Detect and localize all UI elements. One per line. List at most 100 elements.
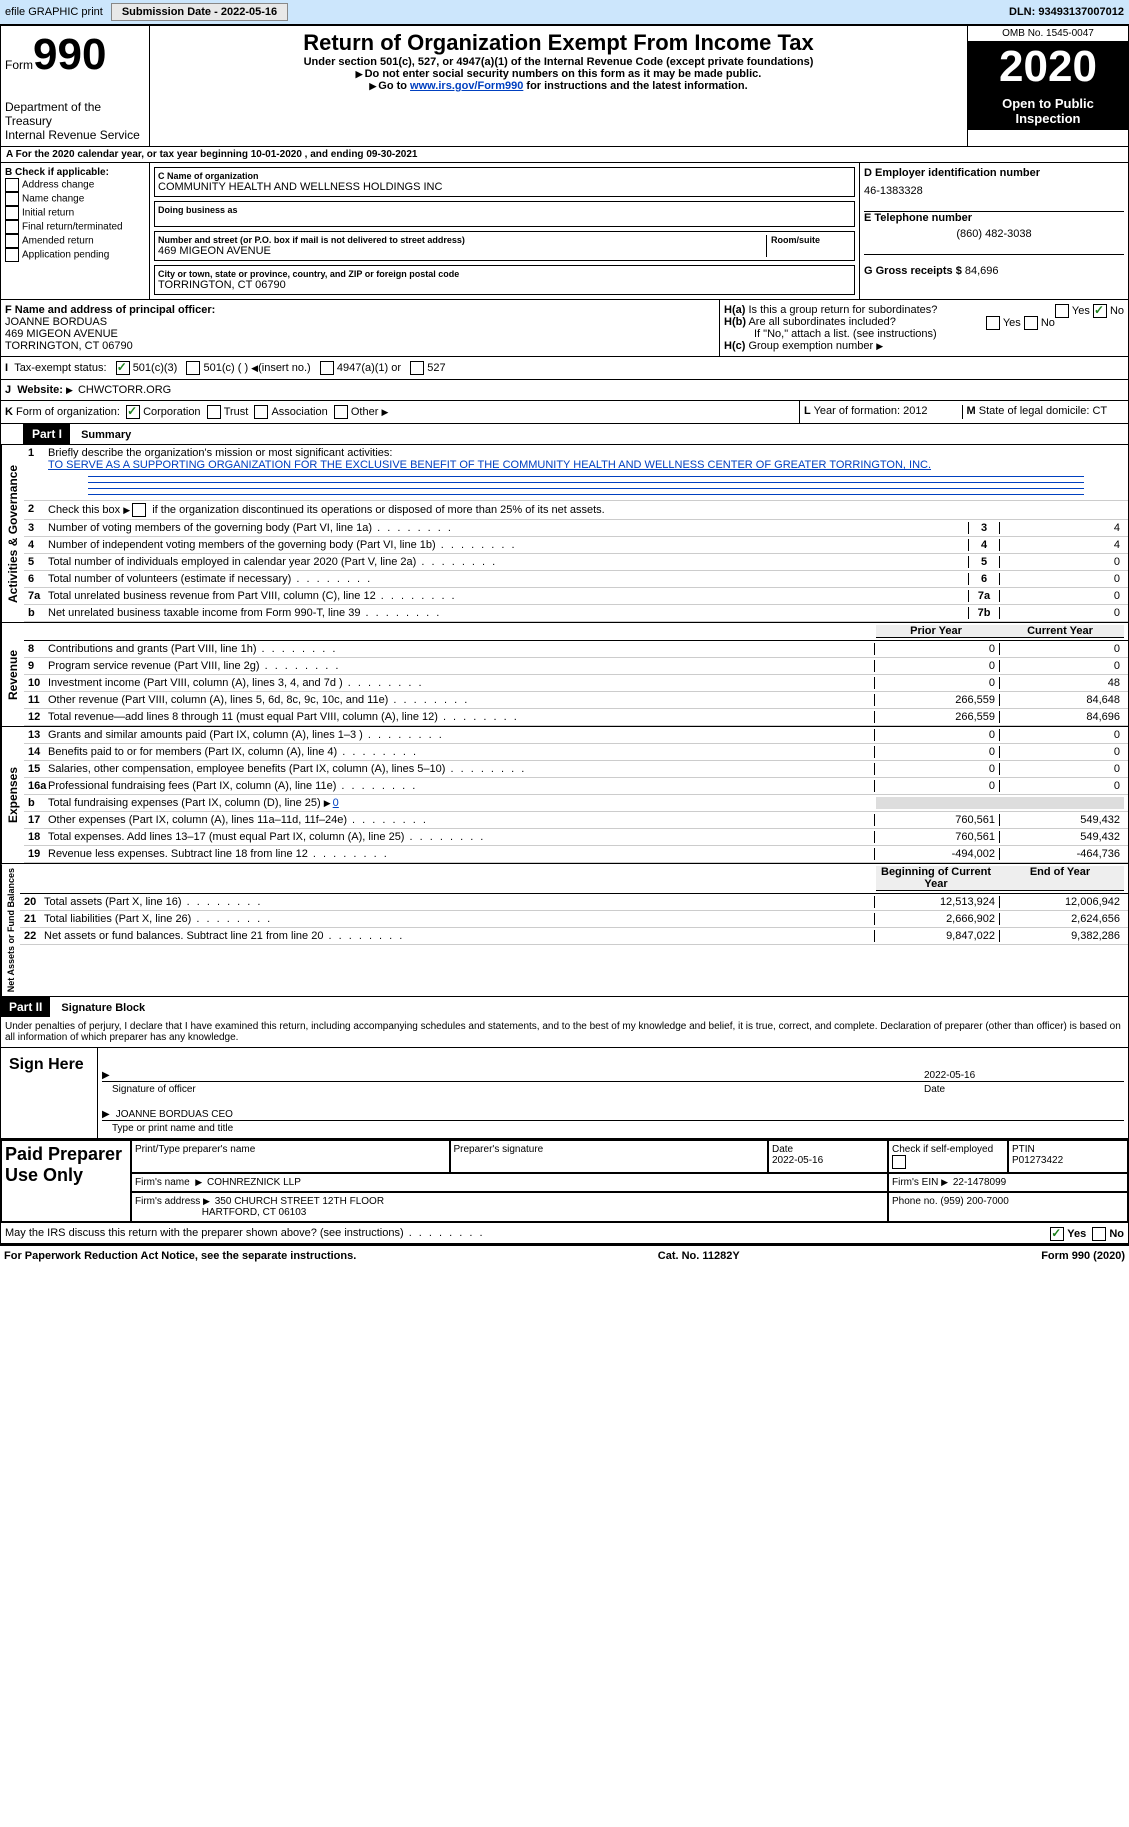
officer-label: F Name and address of principal officer: [5,304,215,316]
city-label: City or town, state or province, country… [158,269,851,279]
officer-city: TORRINGTON, CT 06790 [5,340,133,352]
form-number: 990 [33,30,106,79]
firm-phone-label: Phone no. [892,1196,938,1207]
part2-header: Part II Signature Block [0,997,1129,1017]
part1-ag: Activities & Governance 1Briefly describ… [0,445,1129,623]
cb-hb-yes[interactable] [986,316,1000,330]
cb-discuss-yes[interactable] [1050,1227,1064,1241]
room-label: Room/suite [771,235,851,245]
officer-name: JOANNE BORDUAS [5,316,107,328]
firm-ein-value: 22-1478099 [953,1177,1006,1188]
sig-officer-label: Signature of officer [102,1084,924,1095]
l-label: Year of formation: [814,405,903,417]
firm-name-value: COHNREZNICK LLP [207,1177,301,1188]
cb-501c[interactable] [186,361,200,375]
cb-other[interactable] [334,405,348,419]
sig-date: 2022-05-16 [924,1070,1124,1081]
col-current-year: Current Year [1000,625,1124,638]
pra-notice: For Paperwork Reduction Act Notice, see … [4,1250,356,1262]
ein-value: 46-1383328 [864,185,1124,197]
irs-link[interactable]: www.irs.gov/Form990 [410,80,523,92]
section-f-h: F Name and address of principal officer:… [0,300,1129,357]
domicile-state: CT [1092,405,1107,417]
tax-year: 2020 [968,42,1128,92]
top-bar: efile GRAPHIC print Submission Date - 20… [0,0,1129,25]
firm-addr-label: Firm's address [135,1196,200,1207]
row-i: I Tax-exempt status: 501(c)(3) 501(c) ( … [0,357,1129,380]
self-employed-label: Check if self-employed [892,1144,993,1155]
org-name: COMMUNITY HEALTH AND WELLNESS HOLDINGS I… [158,181,851,193]
cb-name-change[interactable] [5,192,19,206]
cb-self-employed[interactable] [892,1155,906,1169]
part2-title: Signature Block [53,1002,145,1014]
cat-no: Cat. No. 11282Y [658,1250,740,1262]
section-d-e-g: D Employer identification number 46-1383… [859,163,1128,299]
cb-527[interactable] [410,361,424,375]
part1-rev: Revenue Prior YearCurrent Year 8Contribu… [0,623,1129,727]
section-h: H(a) Is this a group return for subordin… [720,300,1128,356]
k-label: Form of organization: [16,406,120,418]
cb-trust[interactable] [207,405,221,419]
formation-year: 2012 [903,405,927,417]
cb-ha-yes[interactable] [1055,304,1069,318]
part1-exp: Expenses 13Grants and similar amounts pa… [0,727,1129,864]
ha-text: Is this a group return for subordinates? [748,304,937,316]
section-b-d: B Check if applicable: Address change Na… [0,163,1129,300]
open-inspection: Open to Public Inspection [968,92,1128,130]
city-state-zip: TORRINGTON, CT 06790 [158,279,851,291]
preparer-sig-label: Preparer's signature [450,1140,769,1173]
cb-corp[interactable] [126,405,140,419]
firm-addr-value2: HARTFORD, CT 06103 [202,1207,307,1218]
cb-initial-return[interactable] [5,206,19,220]
cb-pending[interactable] [5,248,19,262]
cb-ha-no[interactable] [1093,304,1107,318]
c-label: C Name of organization [158,171,851,181]
cb-line2[interactable] [132,503,146,517]
officer-addr: 469 MIGEON AVENUE [5,328,118,340]
cb-final-return[interactable] [5,220,19,234]
addr-label: Number and street (or P.O. box if mail i… [158,235,766,245]
part1-badge: Part I [24,424,70,444]
col-prior-year: Prior Year [876,625,1000,638]
part1-header: Part I Summary [0,424,1129,445]
form-page: Form 990 (2020) [1041,1250,1125,1262]
subtitle-1: Under section 501(c), 527, or 4947(a)(1)… [154,56,963,68]
form-title: Return of Organization Exempt From Incom… [154,30,963,56]
row-k-l-m: K Form of organization: Corporation Trus… [0,401,1129,424]
website-label: Website: [17,384,63,396]
part1-na: Net Assets or Fund Balances Beginning of… [0,864,1129,997]
street-address: 469 MIGEON AVENUE [158,245,766,257]
firm-phone-value: (959) 200-7000 [940,1196,1008,1207]
gross-value: 84,696 [965,265,999,277]
ein-label: D Employer identification number [864,167,1040,179]
ptin-label: PTIN [1012,1144,1035,1155]
b-header: B Check if applicable: [5,167,109,178]
mission-text[interactable]: TO SERVE AS A SUPPORTING ORGANIZATION FO… [48,459,931,471]
discuss-label: May the IRS discuss this return with the… [5,1227,485,1239]
vtab-governance: Activities & Governance [1,445,24,622]
prep-date-value: 2022-05-16 [772,1155,823,1166]
discuss-row: May the IRS discuss this return with the… [0,1223,1129,1244]
line1-label: Briefly describe the organization's miss… [48,447,392,459]
cb-assoc[interactable] [254,405,268,419]
h-ifno: If "No," attach a list. (see instruction… [724,328,1124,340]
cb-discuss-no[interactable] [1092,1227,1106,1241]
preparer-name-label: Print/Type preparer's name [131,1140,450,1173]
paid-preparer-label: Paid Preparer Use Only [1,1140,131,1222]
prep-date-label: Date [772,1144,793,1155]
efile-label: efile GRAPHIC print [5,6,103,18]
cb-amended[interactable] [5,234,19,248]
col-beg-year: Beginning of Current Year [876,866,1000,891]
cb-501c3[interactable] [116,361,130,375]
phone-value: (860) 482-3038 [864,228,1124,240]
omb-number: OMB No. 1545-0047 [968,26,1128,42]
col-end-year: End of Year [1000,866,1124,891]
form-header: Form990 Department of the Treasury Inter… [0,25,1129,147]
row-a-period: A For the 2020 calendar year, or tax yea… [0,147,1129,163]
cb-address-change[interactable] [5,178,19,192]
phone-label: E Telephone number [864,212,972,224]
vtab-netassets: Net Assets or Fund Balances [1,864,20,996]
cb-hb-no[interactable] [1024,316,1038,330]
gross-label: G Gross receipts $ [864,265,965,277]
cb-4947[interactable] [320,361,334,375]
